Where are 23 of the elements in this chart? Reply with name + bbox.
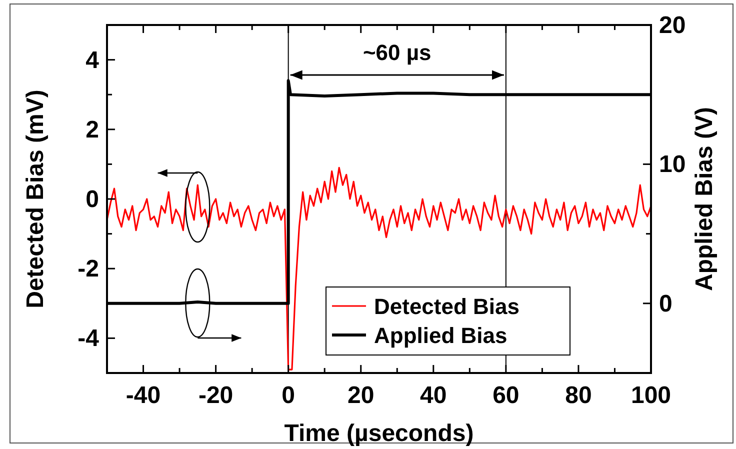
y-tick-label: 4 — [86, 46, 100, 74]
line-series — [106, 166, 652, 370]
x-tick-label: 20 — [348, 382, 374, 409]
x-tick-label: 100 — [630, 382, 672, 409]
y-tick-label: -4 — [78, 325, 100, 352]
legend-label: Detected Bias — [374, 294, 520, 319]
legend-label: Applied Bias — [374, 323, 508, 348]
y2-tick-label: 0 — [659, 290, 672, 318]
x-tick-label: 0 — [282, 382, 296, 409]
y-tick-label: 2 — [86, 116, 99, 144]
y-tick-label: 0 — [86, 186, 99, 213]
y-axis-title: Detected Bias (mV) — [22, 90, 49, 308]
x-axis-title: Time (µseconds) — [284, 420, 474, 447]
annotation: ~60 µs — [362, 40, 432, 65]
x-tick-label: -40 — [126, 382, 161, 409]
y-tick-label: -2 — [78, 256, 99, 283]
x-tick-label: 40 — [420, 382, 447, 409]
y2-tick-label: 10 — [659, 151, 686, 178]
x-tick-label: -20 — [198, 382, 234, 409]
y2-axis-title: Applied Bias (V) — [691, 106, 718, 292]
x-tick-label: 60 — [492, 382, 520, 409]
x-tick-label: 80 — [565, 382, 592, 409]
y2-tick-label: 20 — [659, 12, 686, 39]
